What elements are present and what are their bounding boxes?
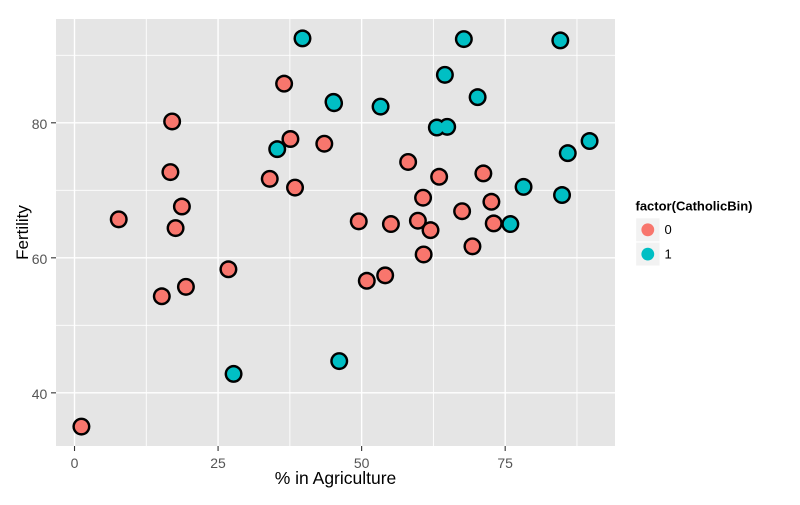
- svg-text:60: 60: [32, 251, 48, 267]
- svg-text:factor(CatholicBin): factor(CatholicBin): [636, 199, 753, 214]
- svg-text:75: 75: [497, 455, 513, 471]
- svg-text:1: 1: [665, 247, 672, 262]
- svg-text:25: 25: [210, 455, 226, 471]
- svg-text:50: 50: [354, 455, 370, 471]
- svg-text:0: 0: [665, 222, 672, 237]
- svg-text:40: 40: [32, 386, 48, 402]
- svg-text:0: 0: [71, 455, 79, 471]
- svg-text:80: 80: [32, 116, 48, 132]
- svg-text:Fertility: Fertility: [13, 205, 32, 260]
- svg-text:% in Agriculture: % in Agriculture: [275, 468, 397, 488]
